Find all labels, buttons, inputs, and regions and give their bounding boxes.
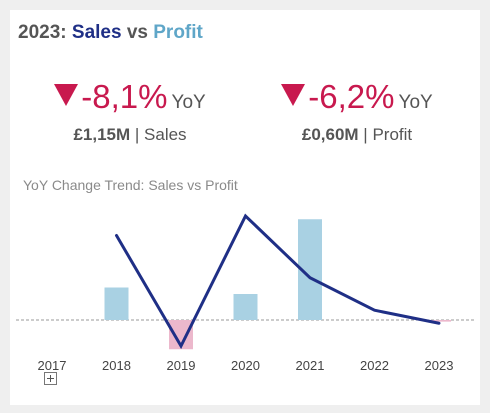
down-triangle-icon xyxy=(54,84,79,106)
sales-label: Sales xyxy=(144,125,187,144)
profit-label: Profit xyxy=(372,125,413,144)
title-year: 2023: xyxy=(18,22,67,43)
title-vs: vs xyxy=(126,22,148,43)
sales-kpi: -8,1% YoY £1,15M | Sales xyxy=(35,80,225,145)
bar-2023 xyxy=(427,320,451,322)
profit-kpi: -6,2% YoY £0,60M | Profit xyxy=(262,80,452,145)
x-tick-label: 2018 xyxy=(102,358,131,373)
trend-chart: 2017 2018 2019 2020 2021 2022 2023 xyxy=(16,213,476,373)
profit-yoy-label: YoY xyxy=(398,92,433,113)
down-triangle-icon xyxy=(281,84,306,106)
sales-yoy-pct: -8,1% xyxy=(81,78,168,115)
x-tick-label: 2017 xyxy=(38,358,67,373)
chart-title: YoY Change Trend: Sales vs Profit xyxy=(23,177,238,193)
expand-plus-icon[interactable] xyxy=(44,372,57,385)
profit-amount: £0,60M xyxy=(301,125,359,144)
profit-separator: | xyxy=(363,125,368,144)
sales-separator: | xyxy=(134,125,140,144)
kpi-card: 2023: Sales vs Profit -8,1% YoY £1,15M | … xyxy=(10,10,480,405)
x-tick-label: 2020 xyxy=(231,358,260,373)
x-tick-label: 2021 xyxy=(296,358,325,373)
x-tick-label: 2022 xyxy=(360,358,389,373)
card-title: 2023: Sales vs Profit xyxy=(18,22,203,44)
trend-line xyxy=(115,213,441,350)
title-profit: Profit xyxy=(153,22,203,43)
x-tick-label: 2019 xyxy=(167,358,196,373)
bar-2018 xyxy=(104,287,129,320)
sales-amount: £1,15M xyxy=(73,125,131,144)
bar-2020 xyxy=(233,294,258,320)
x-tick-label: 2023 xyxy=(425,358,454,373)
title-sales: Sales xyxy=(71,22,122,43)
sales-yoy-label: YoY xyxy=(171,92,206,113)
profit-yoy-pct: -6,2% xyxy=(308,78,395,115)
